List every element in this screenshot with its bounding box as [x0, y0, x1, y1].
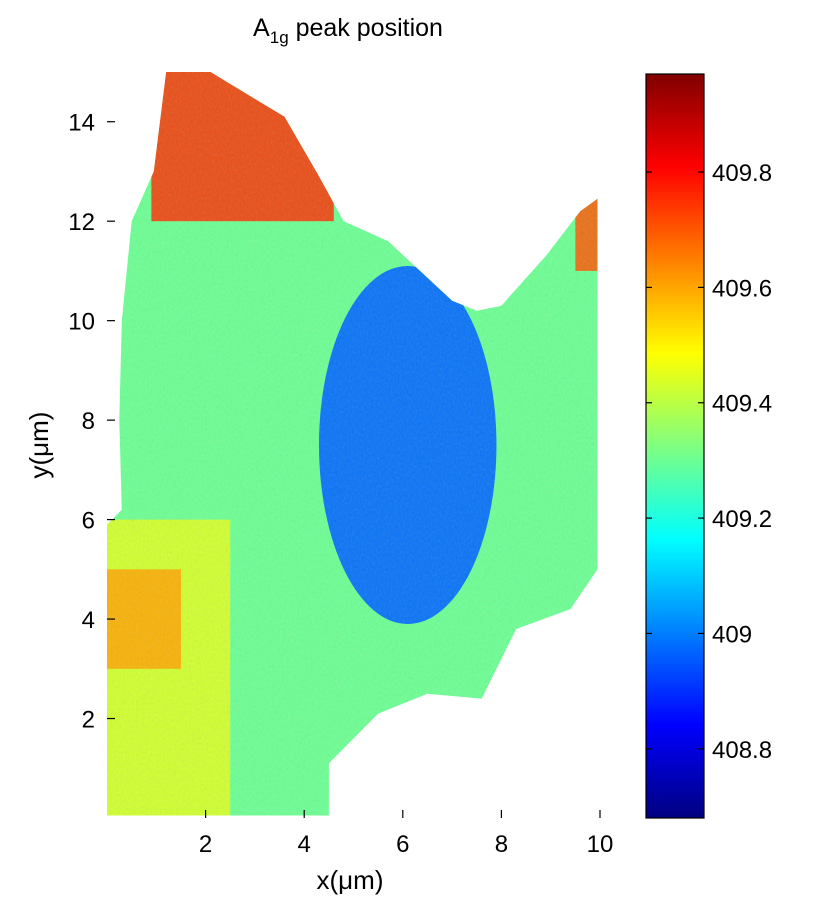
- y-tick-label: 2: [82, 707, 95, 734]
- x-tick-label: 10: [587, 831, 614, 858]
- y-tick-label: 8: [82, 408, 95, 435]
- x-tick-label: 4: [298, 831, 311, 858]
- colorbar-tick-label: 409: [712, 621, 752, 648]
- colorbar-ticks: 408.8 409 409.2 409.4 409.6 409.8: [646, 160, 772, 764]
- heatmap-layers: [107, 72, 598, 816]
- y-tick-label: 12: [68, 209, 95, 236]
- title-rest: peak position: [289, 14, 443, 42]
- colorbar-tick-label: 408.8: [712, 737, 772, 764]
- x-axis-label: x(μm): [317, 865, 384, 895]
- colorbar-gradient: [645, 73, 705, 819]
- title-main: A: [253, 14, 270, 42]
- colorbar-tick-label: 409.4: [712, 391, 772, 418]
- y-tick-label: 14: [68, 110, 95, 137]
- title-subscript: 1g: [270, 28, 289, 47]
- y-tick-label: 10: [68, 309, 95, 336]
- colorbar-tick-label: 409.2: [712, 506, 772, 533]
- heatmap-speckle-texture: [107, 72, 598, 816]
- y-tick-label: 4: [82, 607, 95, 634]
- colorbar-tick-label: 409.6: [712, 275, 772, 302]
- colorbar: 408.8 409 409.2 409.4 409.6 409.8: [645, 73, 772, 819]
- x-tick-label: 8: [495, 831, 508, 858]
- y-axis-label: y(μm): [24, 412, 54, 479]
- x-tick-label: 6: [396, 831, 409, 858]
- y-tick-label: 6: [82, 508, 95, 535]
- x-tick-label: 2: [199, 831, 212, 858]
- plot-area: 2 4 6 8 10 2 4 6 8 10 12 14: [68, 72, 613, 858]
- colorbar-tick-label: 409.8: [712, 160, 772, 187]
- x-axis-ticks: 2 4 6 8 10: [199, 810, 613, 858]
- y-axis-ticks: 2 4 6 8 10 12 14: [68, 110, 115, 734]
- chart-title: A1g peak position: [253, 14, 443, 47]
